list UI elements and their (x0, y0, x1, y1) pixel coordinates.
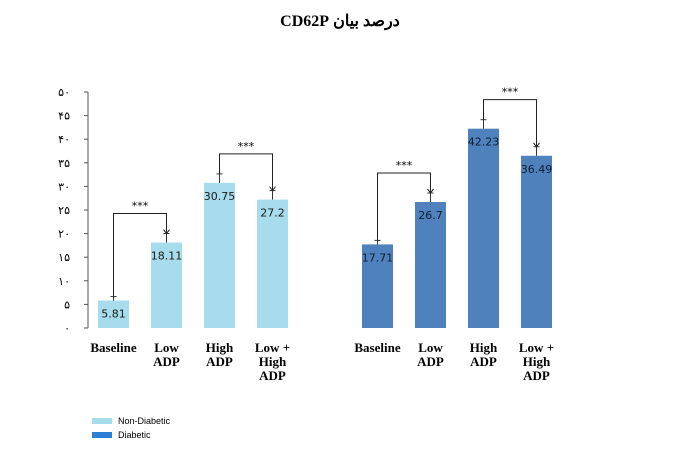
category-label: Baseline (90, 340, 136, 355)
category-label: ADP (259, 368, 286, 383)
significance-arrow (427, 188, 431, 194)
bar-value-label: 17.71 (362, 251, 394, 264)
category-label: High (523, 354, 551, 369)
bar (257, 199, 288, 328)
bar-value-label: 18.11 (151, 250, 183, 263)
y-tick-label: ۱۵ (58, 251, 70, 264)
significance-arrow (269, 186, 273, 191)
legend-swatch-non-diabetic (92, 418, 112, 424)
significance-bracket (219, 153, 273, 191)
significance-arrow (430, 188, 434, 194)
category-label: ADP (153, 354, 180, 369)
y-tick-label: ۳۵ (58, 157, 70, 170)
legend-item-diabetic: Diabetic (92, 428, 170, 442)
significance-label: *** (396, 159, 413, 172)
category-label: High (259, 354, 287, 369)
bar-value-label: 36.49 (521, 163, 553, 176)
bar-value-label: 26.7 (418, 209, 443, 222)
significance-bracket (483, 99, 537, 147)
category-label: Baseline (354, 340, 400, 355)
category-label: ADP (417, 354, 444, 369)
significance-arrow (533, 142, 537, 148)
chart-title: درصد بیان CD62P (280, 13, 400, 30)
category-label: ADP (470, 354, 497, 369)
bar-value-label: 5.81 (101, 308, 126, 321)
y-tick-label: ۳۰ (58, 180, 70, 193)
significance-arrow (272, 186, 276, 191)
category-label: High (206, 340, 234, 355)
y-tick-label: ۴۵ (58, 110, 70, 123)
y-tick-label: ۲۵ (58, 204, 70, 217)
bar (98, 300, 129, 328)
y-tick-label: ۴۰ (58, 133, 70, 146)
significance-arrow (536, 142, 540, 148)
legend-swatch-diabetic (92, 432, 112, 438)
significance-arrow (166, 229, 170, 234)
bar-value-label: 27.2 (260, 207, 285, 220)
y-tick-label: ۲۰ (58, 228, 70, 241)
bar-value-label: 30.75 (204, 190, 236, 203)
significance-bracket (377, 172, 431, 241)
legend-label-non-diabetic: Non-Diabetic (118, 416, 171, 426)
significance-arrow (163, 229, 167, 234)
category-label: ADP (206, 354, 233, 369)
bar (151, 242, 182, 328)
significance-label: *** (238, 140, 255, 153)
significance-label: *** (132, 200, 149, 213)
legend-label-diabetic: Diabetic (118, 430, 151, 440)
category-label: High (470, 340, 498, 355)
bar (468, 128, 499, 328)
category-label: Low + (255, 340, 290, 355)
bar-value-label: 42.23 (468, 136, 500, 149)
legend-item-non-diabetic: Non-Diabetic (92, 414, 170, 428)
category-label: Low (154, 340, 179, 355)
significance-label: *** (502, 86, 519, 99)
bar (521, 155, 552, 328)
bar (362, 244, 393, 328)
significance-bracket (113, 213, 167, 297)
category-label: Low (418, 340, 443, 355)
legend: Non-Diabetic Diabetic (92, 414, 170, 442)
category-label: ADP (523, 368, 550, 383)
bar (415, 201, 446, 328)
y-tick-label: ۵۰ (58, 86, 70, 99)
y-tick-label: ۱۰ (58, 275, 70, 288)
y-tick-label: ۰ (64, 322, 70, 335)
bar (204, 182, 235, 328)
category-label: Low + (519, 340, 554, 355)
y-tick-label: ۵ (64, 298, 70, 311)
